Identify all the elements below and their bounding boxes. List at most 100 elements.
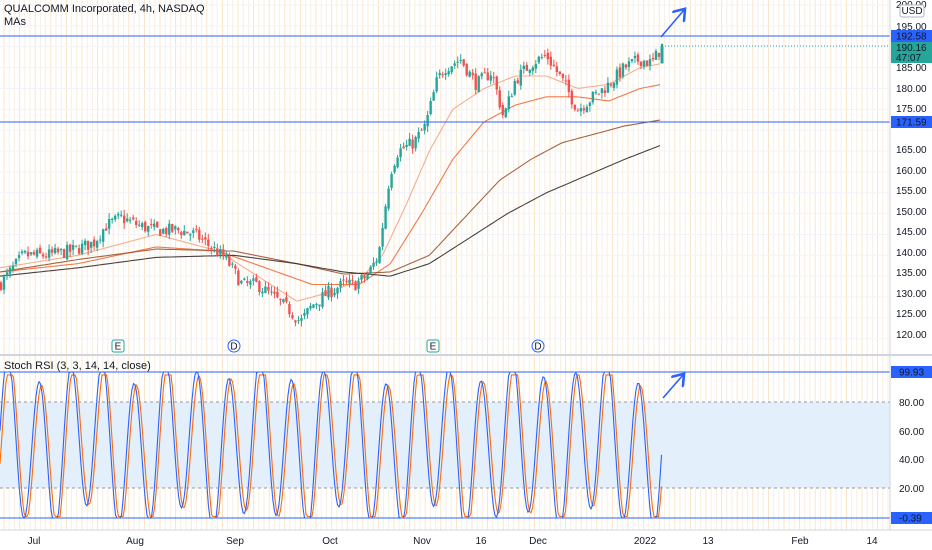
candle-body xyxy=(627,61,631,67)
currency-button[interactable]: USD xyxy=(899,4,925,18)
rsi-axis[interactable]: 80.00 60.00 40.00 20.00 xyxy=(899,398,924,495)
candle-body xyxy=(104,228,108,231)
candle-body xyxy=(198,229,201,240)
earnings-marker[interactable]: E xyxy=(426,339,440,353)
earnings-marker[interactable]: E xyxy=(111,339,125,353)
candle-body xyxy=(183,230,186,236)
candle-body xyxy=(261,291,264,294)
candle-body xyxy=(138,224,141,226)
candle-body xyxy=(327,285,330,298)
candle-body xyxy=(216,248,219,257)
candle-body xyxy=(291,315,294,319)
price-tick: 195.00 xyxy=(896,22,927,33)
candle-body xyxy=(540,56,544,58)
candle-body xyxy=(312,304,315,308)
candle-body xyxy=(306,308,309,315)
price-tick: 150.00 xyxy=(896,207,927,218)
support-badge: 171.59 xyxy=(891,116,932,129)
dividend-marker[interactable]: D xyxy=(227,339,241,353)
candle-body xyxy=(252,278,255,281)
candle-body xyxy=(189,234,192,236)
indicator-label[interactable]: MAs xyxy=(4,16,26,28)
candle-body xyxy=(219,249,222,255)
candle-body xyxy=(357,281,360,289)
moving-averages xyxy=(0,63,661,302)
candle-body xyxy=(546,52,550,60)
candle-body xyxy=(618,67,622,78)
candle-body xyxy=(213,247,216,249)
candle-body xyxy=(234,265,237,269)
candle-body xyxy=(651,57,655,60)
chart-legend[interactable]: QUALCOMM Incorporated, 4h, NASDAQ MAs xyxy=(4,3,205,29)
dividend-marker[interactable]: D xyxy=(531,339,545,353)
candle-body xyxy=(285,297,288,302)
candle-body xyxy=(417,132,420,139)
candles[interactable] xyxy=(0,43,664,327)
candle-body xyxy=(243,278,246,280)
moving-average-line xyxy=(0,144,661,277)
candle-body xyxy=(303,312,306,316)
time-label: 14 xyxy=(866,536,878,547)
price-tick: 130.00 xyxy=(896,289,927,300)
rsi-arrow-annotation[interactable] xyxy=(662,375,683,399)
candle-body xyxy=(561,73,565,79)
candle-body xyxy=(393,165,396,173)
candle-body xyxy=(351,279,354,281)
last-candle xyxy=(660,46,664,64)
candle-body xyxy=(14,258,18,265)
stoch-rsi-d-line xyxy=(0,374,663,518)
time-label: Aug xyxy=(126,536,144,547)
candle-body xyxy=(5,272,9,277)
candle-body xyxy=(630,58,634,62)
candle-body xyxy=(531,67,535,71)
rsi-lower-badge: -0.39 xyxy=(891,512,932,525)
candle-body xyxy=(192,230,195,233)
candle-body xyxy=(435,77,438,92)
candle-body xyxy=(345,281,348,283)
candle-body xyxy=(648,59,652,66)
candle-body xyxy=(522,65,525,69)
candle-body xyxy=(41,254,45,257)
price-arrow-annotation[interactable] xyxy=(660,10,684,38)
candle-body xyxy=(153,223,156,228)
candle-body xyxy=(210,247,213,250)
candle-body xyxy=(486,72,489,81)
candle-body xyxy=(132,217,135,220)
rsi-upper-badge: 99.93 xyxy=(891,366,932,379)
candle-body xyxy=(420,129,423,131)
candle-body xyxy=(59,248,63,251)
candle-body xyxy=(204,237,207,240)
candle-body xyxy=(390,173,393,188)
time-axis[interactable]: Jul Aug Sep Oct Nov 16 Dec 2022 13 Feb 1… xyxy=(28,536,878,547)
candle-body xyxy=(47,249,51,258)
candle-body xyxy=(369,266,372,274)
candle-body xyxy=(405,144,408,148)
symbol-title[interactable]: QUALCOMM Incorporated, 4h, NASDAQ xyxy=(4,3,205,15)
candle-body xyxy=(147,226,150,232)
candle-body xyxy=(237,270,240,286)
candle-body xyxy=(35,249,39,257)
price-axis[interactable]: 200.00 195.00 185.00 180.00 175.00 165.0… xyxy=(896,0,927,341)
candle-body xyxy=(258,281,261,292)
candle-body xyxy=(228,255,231,266)
earnings-marker-label: E xyxy=(430,342,437,353)
rsi-title[interactable]: Stoch RSI (3, 3, 14, 14, close) xyxy=(4,360,151,372)
price-tick: 120.00 xyxy=(896,330,927,341)
candle-body xyxy=(231,263,234,265)
candle-body xyxy=(411,139,414,149)
candle-body xyxy=(447,71,450,75)
rsi-legend[interactable]: Stoch RSI (3, 3, 14, 14, close) xyxy=(4,360,151,373)
candle-body xyxy=(95,240,99,248)
candle-body xyxy=(606,82,610,93)
candle-body xyxy=(246,280,249,283)
candle-body xyxy=(477,76,480,93)
candle-body xyxy=(594,92,598,94)
candle-body xyxy=(582,108,586,111)
candle-body xyxy=(8,267,12,274)
candle-body xyxy=(294,320,297,323)
candle-body xyxy=(474,73,477,91)
candle-body xyxy=(462,59,465,66)
candle-body xyxy=(0,282,3,290)
candle-body xyxy=(17,255,21,258)
